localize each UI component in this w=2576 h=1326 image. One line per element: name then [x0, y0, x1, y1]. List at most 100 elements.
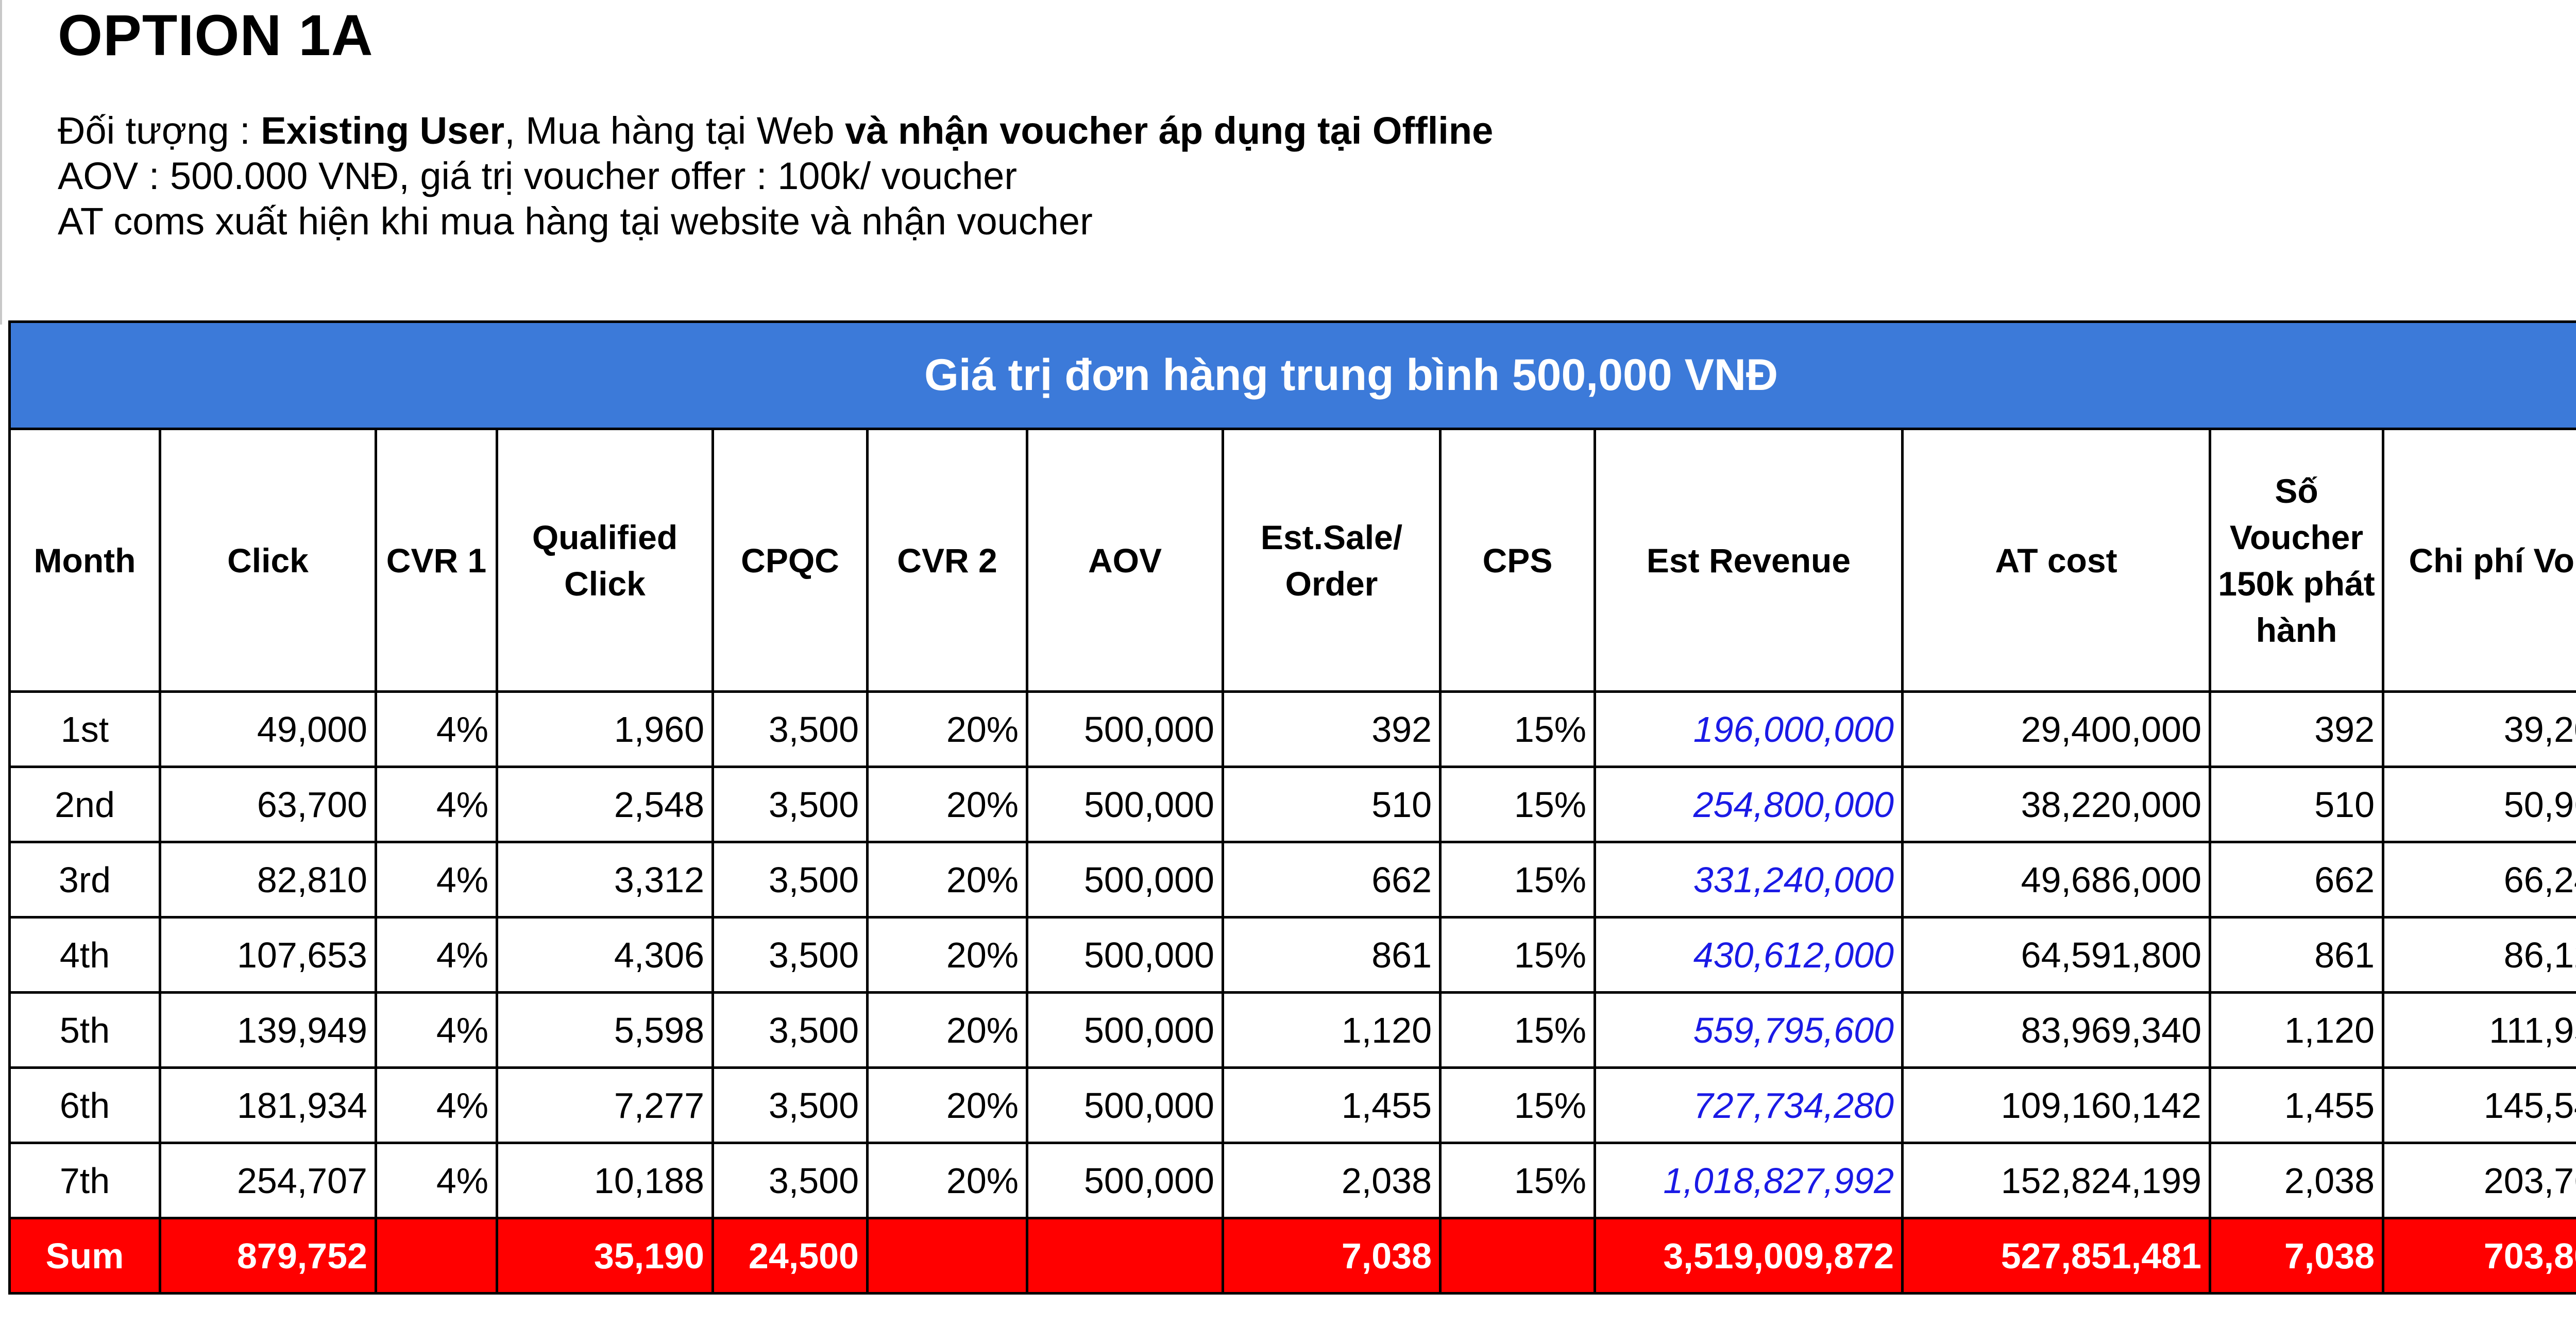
table-cell: 4% — [375, 766, 498, 843]
table-cell: 109,160,142 — [1901, 1066, 2211, 1144]
page-title: OPTION 1A — [58, 3, 374, 67]
left-border — [0, 0, 2, 325]
table-cell: 181,934 — [159, 1066, 377, 1144]
description: Đối tượng : Existing User, Mua hàng tại … — [58, 108, 1493, 244]
audience-segment: Existing User — [261, 109, 505, 152]
table-cell: 66,248,000 — [2381, 841, 2576, 919]
month-cell: 3rd — [8, 841, 161, 919]
table-cell: 15% — [1439, 916, 1596, 994]
sum-row: Sum 879,752 35,190 24,500 7,038 3,519,009,872… — [8, 1217, 2576, 1295]
table-cell: 2,038 — [1222, 1142, 1442, 1219]
table-cell: 15% — [1439, 991, 1596, 1069]
table-cell: 83,969,340 — [1901, 991, 2211, 1069]
month-cell: 4th — [8, 916, 161, 994]
table-cell: 3,500 — [711, 1066, 869, 1144]
table-cell: 20% — [866, 1142, 1028, 1219]
table-cell: 1,455 — [2209, 1066, 2384, 1144]
table-row: 4th 107,653 4% 4,306 3,500 20% 500,000 861 15% 43… — [8, 916, 2576, 994]
description-line-2: AOV : 500.000 VNĐ, giá trị voucher offer… — [58, 155, 1017, 197]
table-cell: 500,000 — [1026, 841, 1224, 919]
revenue-cell: 1,018,827,992 — [1594, 1142, 1904, 1219]
table-cell: 510 — [2209, 766, 2384, 843]
table-cell: 38,220,000 — [1901, 766, 2211, 843]
table-cell: 49,686,000 — [1901, 841, 2211, 919]
table-cell: 4% — [375, 690, 498, 768]
table-cell: 510 — [1222, 766, 1442, 843]
month-cell: 6th — [8, 1066, 161, 1144]
revenue-cell: 430,612,000 — [1594, 916, 1904, 994]
sum-cell — [1026, 1217, 1224, 1295]
table-cell: 107,653 — [159, 916, 377, 994]
table-row: 2nd 63,700 4% 2,548 3,500 20% 500,000 510 15% 254… — [8, 766, 2576, 843]
table-cell: 500,000 — [1026, 1066, 1224, 1144]
table-banner: Giá trị đơn hàng trung bình 500,000 VNĐ — [8, 320, 2576, 430]
revenue-cell: 727,734,280 — [1594, 1066, 1904, 1144]
sum-cell: 24,500 — [711, 1217, 869, 1295]
table-cell: 15% — [1439, 690, 1596, 768]
table-cell: 20% — [866, 690, 1028, 768]
column-header: CVR 2 — [866, 428, 1028, 693]
table-cell: 500,000 — [1026, 916, 1224, 994]
table-cell: 111,959,120 — [2381, 991, 2576, 1069]
table-cell: 20% — [866, 766, 1028, 843]
table-row: 3rd 82,810 4% 3,312 3,500 20% 500,000 662 15% 331… — [8, 841, 2576, 919]
table-cell: 4% — [375, 841, 498, 919]
table-cell: 63,700 — [159, 766, 377, 843]
table-cell: 3,500 — [711, 766, 869, 843]
table-cell: 20% — [866, 991, 1028, 1069]
table-cell: 82,810 — [159, 841, 377, 919]
sum-cell: 879,752 — [159, 1217, 377, 1295]
column-header: Click — [159, 428, 377, 693]
description-line-3: AT coms xuất hiện khi mua hàng tại websi… — [58, 200, 1093, 243]
table-cell: 29,400,000 — [1901, 690, 2211, 768]
table-cell: 203,765,598 — [2381, 1142, 2576, 1219]
table-cell: 500,000 — [1026, 1142, 1224, 1219]
table-row: 6th 181,934 4% 7,277 3,500 20% 500,000 1,455 15%… — [8, 1066, 2576, 1144]
table-cell: 3,500 — [711, 841, 869, 919]
table-cell: 2,038 — [2209, 1142, 2384, 1219]
month-cell: 5th — [8, 991, 161, 1069]
column-header: AT cost — [1901, 428, 2211, 693]
table-cell: 1,120 — [2209, 991, 2384, 1069]
column-header: Số Voucher 150k phát hành — [2209, 428, 2384, 693]
revenue-cell: 196,000,000 — [1594, 690, 1904, 768]
table-cell: 15% — [1439, 766, 1596, 843]
revenue-table: Giá trị đơn hàng trung bình 500,000 VNĐ … — [8, 320, 2576, 1295]
table-cell: 662 — [1222, 841, 1442, 919]
column-header: Chi phí Voucher — [2381, 428, 2576, 693]
table-cell: 4% — [375, 1066, 498, 1144]
table-cell: 500,000 — [1026, 690, 1224, 768]
audience-voucher: và nhận voucher áp dụng tại Offline — [845, 109, 1494, 152]
table-cell: 15% — [1439, 1066, 1596, 1144]
table-cell: 10,188 — [496, 1142, 714, 1219]
table-cell: 500,000 — [1026, 991, 1224, 1069]
sum-cell: 527,851,481 — [1901, 1217, 2211, 1295]
sum-label: Sum — [8, 1217, 161, 1295]
column-header: Month — [8, 428, 161, 693]
table-cell: 4% — [375, 1142, 498, 1219]
sum-cell — [375, 1217, 498, 1295]
revenue-cell: 331,240,000 — [1594, 841, 1904, 919]
table-cell: 152,824,199 — [1901, 1142, 2211, 1219]
description-line-1: Đối tượng : Existing User, Mua hàng tại … — [58, 108, 1493, 154]
sum-cell: 3,519,009,872 — [1594, 1217, 1904, 1295]
table-cell: 254,707 — [159, 1142, 377, 1219]
revenue-cell: 254,800,000 — [1594, 766, 1904, 843]
audience-channel: , Mua hàng tại Web — [504, 109, 845, 152]
table-cell: 145,546,856 — [2381, 1066, 2576, 1144]
table-cell: 392 — [2209, 690, 2384, 768]
table-cell: 3,500 — [711, 1142, 869, 1219]
column-header: Est Revenue — [1594, 428, 1904, 693]
column-header: CVR 1 — [375, 428, 498, 693]
sum-cell: 7,038 — [1222, 1217, 1442, 1295]
table-cell: 86,122,400 — [2381, 916, 2576, 994]
table-cell: 49,000 — [159, 690, 377, 768]
table-cell: 4,306 — [496, 916, 714, 994]
table-cell: 1,960 — [496, 690, 714, 768]
table-cell: 39,200,000 — [2381, 690, 2576, 768]
sum-cell: 35,190 — [496, 1217, 714, 1295]
table-row: 1st 49,000 4% 1,960 3,500 20% 500,000 392 15% 196… — [8, 690, 2576, 768]
table-cell: 2,548 — [496, 766, 714, 843]
table-cell: 861 — [2209, 916, 2384, 994]
